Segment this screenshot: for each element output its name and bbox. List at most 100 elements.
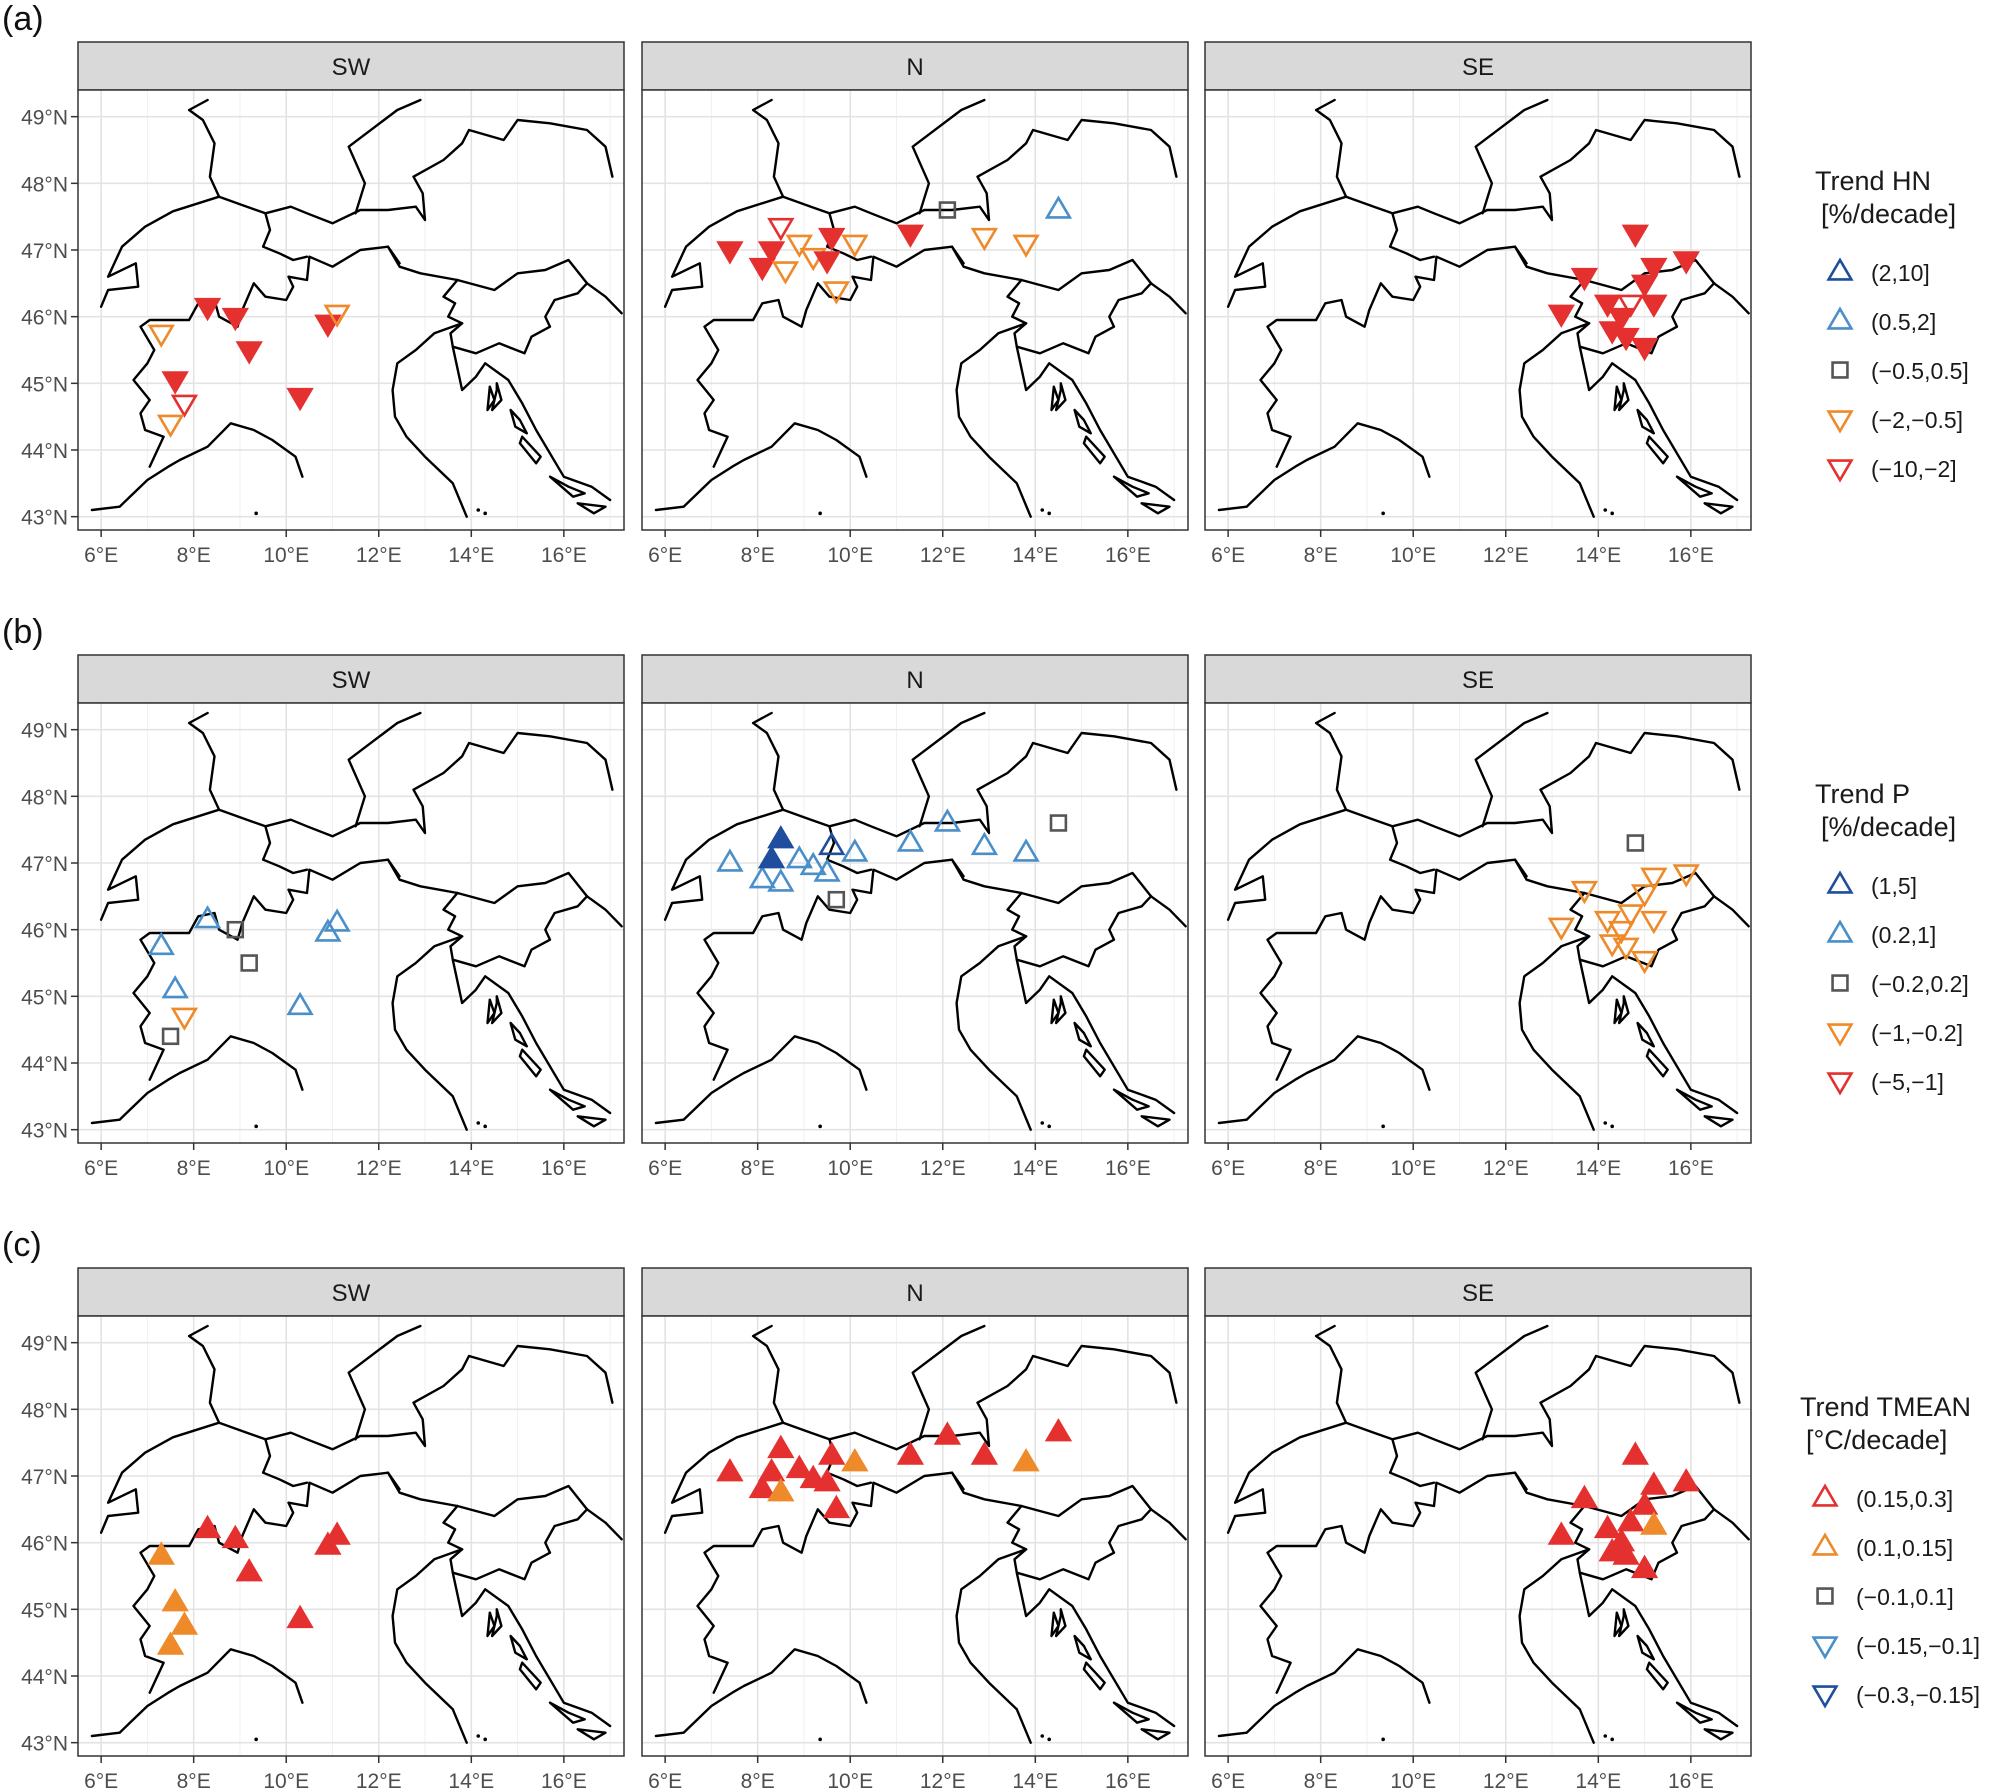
map-outline xyxy=(90,711,623,1131)
border-line xyxy=(1015,1571,1176,1728)
border-line xyxy=(1140,1728,1171,1741)
border-line xyxy=(442,891,589,968)
border-line xyxy=(1712,1508,1750,1541)
map-outline xyxy=(654,711,1187,1131)
station-markers xyxy=(716,808,1068,909)
station-markers xyxy=(147,905,351,1046)
station-marker xyxy=(785,234,813,258)
plot-area xyxy=(642,90,1188,530)
island-dot xyxy=(818,1737,822,1742)
station-marker xyxy=(757,845,786,869)
station-marker xyxy=(841,1448,869,1472)
x-tick-label: 16°E xyxy=(541,1770,587,1788)
plot-border xyxy=(641,1315,1189,1757)
plot-border xyxy=(77,1315,625,1757)
facet-title: SW xyxy=(332,54,371,81)
border-line xyxy=(451,345,612,502)
station-marker xyxy=(841,234,869,258)
border-line xyxy=(1474,1324,1549,1441)
facet-strip xyxy=(641,1267,1189,1317)
legend-label: (−5,−1] xyxy=(1871,1069,1944,1095)
border-line xyxy=(99,195,267,308)
x-tick-label: 14°E xyxy=(448,1770,494,1788)
legend-label: (−1,−0.2] xyxy=(1871,1020,1963,1046)
station-marker xyxy=(757,241,786,265)
border-line xyxy=(347,711,422,828)
legend-key xyxy=(1816,1587,1834,1605)
border-line xyxy=(828,118,1178,225)
border-line xyxy=(99,808,267,921)
facet-title: N xyxy=(906,1280,923,1307)
station-marker xyxy=(822,281,851,305)
station-markers xyxy=(1547,1441,1700,1579)
y-tick-label: 48°N xyxy=(21,1399,68,1422)
station-marker xyxy=(161,1027,180,1046)
border-line xyxy=(1082,435,1106,465)
border-line xyxy=(1259,1471,1586,1694)
gridlines xyxy=(78,90,624,530)
panel-1: (b) SW 6°E 8°E 10°E 12°E 14°E 16°E 43°N 44°N 45°N 4… xyxy=(2,613,1969,1180)
facet-title: SW xyxy=(332,1280,371,1307)
station-marker xyxy=(1547,1521,1575,1545)
panel-label: (b) xyxy=(2,613,44,651)
border-line xyxy=(509,1634,528,1661)
station-marker xyxy=(235,341,263,365)
legend-label: (−0.3,−0.15] xyxy=(1856,1682,1980,1708)
legend-key xyxy=(1826,459,1854,483)
border-line xyxy=(518,435,542,465)
x-tick-label: 14°E xyxy=(1575,544,1621,567)
legend-subtitle: [%/decade] xyxy=(1821,812,1956,842)
border-line xyxy=(1020,258,1153,292)
gridlines xyxy=(78,703,624,1143)
border-line xyxy=(1006,1504,1153,1581)
y-tick-label: 49°N xyxy=(21,1333,68,1356)
x-tick-label: 12°E xyxy=(1483,1157,1529,1180)
station-marker xyxy=(1630,274,1659,298)
station-marker xyxy=(767,868,795,892)
plot-area xyxy=(1205,703,1751,1143)
island-dot xyxy=(483,511,487,516)
facet-sw: SW 6°E 8°E 10°E 12°E 14°E 16°E 43°N 44°N 45°N 46°N… xyxy=(21,1267,625,1788)
x-tick-label: 16°E xyxy=(1105,1770,1151,1788)
border-line xyxy=(264,1344,614,1451)
station-markers xyxy=(716,1418,1073,1519)
facet-se: SE 6°E 8°E 10°E 12°E 14°E 16°E xyxy=(1204,1267,1752,1788)
station-marker xyxy=(286,991,314,1016)
border-line xyxy=(1388,212,1436,262)
border-line xyxy=(1073,408,1093,435)
x-tick-label: 10°E xyxy=(263,1157,309,1180)
border-line xyxy=(1149,1508,1187,1541)
border-line xyxy=(663,1421,831,1534)
x-tick-label: 12°E xyxy=(920,1770,966,1788)
border-line xyxy=(825,212,873,262)
station-marker xyxy=(1547,917,1575,941)
y-tick-label: 44°N xyxy=(21,1053,68,1076)
border-line xyxy=(585,895,623,928)
border-line xyxy=(1140,502,1171,515)
border-line xyxy=(1578,345,1739,502)
border-line xyxy=(1140,1115,1171,1128)
station-marker xyxy=(813,858,841,882)
border-line xyxy=(828,731,1178,838)
x-tick-label: 16°E xyxy=(1668,1157,1714,1180)
legend-subtitle: [%/decade] xyxy=(1821,199,1956,229)
border-line xyxy=(264,731,614,838)
border-line xyxy=(1259,858,1586,1081)
x-tick-label: 14°E xyxy=(448,1157,494,1180)
border-line xyxy=(1226,195,1394,308)
border-line xyxy=(1513,245,1528,265)
island-dot xyxy=(1610,1737,1614,1742)
station-marker xyxy=(323,1521,351,1545)
border-line xyxy=(1314,1324,1348,1424)
facet-strip xyxy=(77,1267,625,1317)
x-tick-label: 14°E xyxy=(1012,1157,1058,1180)
facet-sw: SW 6°E 8°E 10°E 12°E 14°E 16°E 43°N 44°N 45°N 46°N… xyxy=(21,654,625,1180)
facet-strip xyxy=(1204,1267,1752,1317)
station-marker xyxy=(1012,838,1040,862)
x-tick-label: 10°E xyxy=(827,1770,873,1788)
station-marker xyxy=(818,831,846,856)
station-marker xyxy=(147,324,175,348)
x-tick-label: 16°E xyxy=(1105,544,1151,567)
x-tick-label: 10°E xyxy=(263,1770,309,1788)
